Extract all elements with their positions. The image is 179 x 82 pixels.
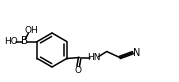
Text: HN: HN bbox=[87, 53, 100, 62]
Text: N: N bbox=[133, 48, 141, 58]
Text: OH: OH bbox=[24, 26, 38, 35]
Text: B: B bbox=[21, 36, 28, 46]
Text: HO: HO bbox=[4, 37, 18, 46]
Text: O: O bbox=[75, 66, 82, 75]
